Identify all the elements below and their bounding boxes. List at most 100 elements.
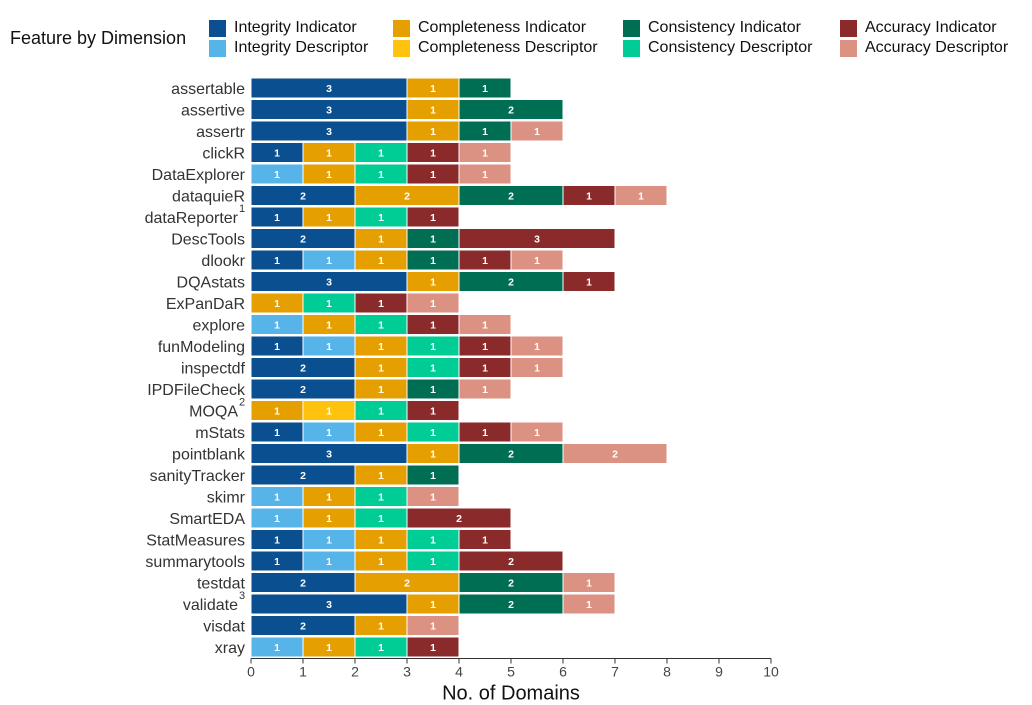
bar-segment	[458, 142, 512, 163]
bar-segment	[458, 99, 564, 120]
data-label: 1	[430, 599, 436, 611]
data-label: 2	[300, 363, 306, 375]
data-label: 2	[300, 578, 306, 590]
data-label: 1	[430, 320, 436, 332]
data-label: 1	[274, 492, 280, 504]
category-label: inspectdf	[181, 361, 246, 378]
data-label: 1	[378, 642, 384, 654]
data-label: 1	[378, 492, 384, 504]
category-label: DescTools	[171, 232, 245, 249]
data-label: 1	[326, 320, 332, 332]
category-footnote: 1	[239, 203, 245, 215]
data-label: 2	[508, 191, 514, 203]
data-label: 1	[378, 212, 384, 224]
data-label: 1	[482, 255, 488, 267]
data-label: 1	[326, 492, 332, 504]
legend-swatch	[840, 19, 857, 37]
data-label: 2	[300, 191, 306, 203]
category-label: dlookr	[201, 253, 245, 270]
x-tick-label: 10	[763, 664, 779, 680]
data-label: 1	[430, 449, 436, 461]
data-label: 1	[482, 535, 488, 547]
data-label: 1	[482, 384, 488, 396]
category-label: DataExplorer	[152, 167, 246, 184]
x-tick-label: 1	[299, 664, 307, 680]
bar-segment	[510, 357, 564, 378]
data-label: 1	[482, 320, 488, 332]
data-label: 1	[326, 406, 332, 418]
bar-segment	[458, 163, 512, 185]
data-label: 1	[326, 513, 332, 525]
legend-label: Completeness Descriptor	[418, 39, 598, 56]
data-label: 1	[378, 427, 384, 439]
category-label: assertable	[171, 81, 245, 98]
data-label: 1	[326, 148, 332, 160]
data-label: 1	[326, 341, 332, 353]
data-label: 1	[326, 427, 332, 439]
data-label: 1	[326, 556, 332, 568]
x-tick-label: 8	[663, 664, 671, 680]
data-label: 1	[326, 212, 332, 224]
category-footnote: 2	[239, 397, 245, 409]
category-label: testdat	[197, 576, 246, 593]
x-tick-label: 6	[559, 664, 567, 680]
bar-segment	[458, 529, 512, 550]
data-label: 1	[482, 363, 488, 375]
data-label: 1	[274, 535, 280, 547]
data-label: 1	[430, 234, 436, 246]
bar-segment	[406, 636, 460, 658]
x-tick-label: 5	[507, 664, 515, 680]
bar-segment	[458, 314, 512, 335]
category-label: IPDFileCheck	[147, 382, 246, 399]
data-label: 1	[430, 384, 436, 396]
bar-segment	[458, 550, 564, 572]
data-label: 2	[508, 449, 514, 461]
data-label: 1	[430, 341, 436, 353]
data-label: 1	[534, 363, 540, 375]
bar-segment	[562, 271, 616, 292]
x-tick-label: 3	[403, 664, 411, 680]
data-label: 1	[430, 535, 436, 547]
data-label: 1	[326, 255, 332, 267]
data-label: 1	[482, 341, 488, 353]
data-label: 1	[430, 621, 436, 633]
data-label: 1	[430, 298, 436, 310]
bar-segment	[406, 615, 460, 636]
category-label: clickR	[202, 146, 245, 163]
bar-segment	[406, 400, 460, 421]
data-label: 1	[378, 470, 384, 482]
data-label: 1	[274, 513, 280, 525]
data-label: 3	[326, 277, 332, 289]
legend-label: Integrity Indicator	[234, 19, 357, 36]
category-label: ExPanDaR	[166, 296, 245, 313]
category-label: mStats	[195, 425, 245, 442]
data-label: 2	[508, 277, 514, 289]
data-label: 1	[534, 341, 540, 353]
data-label: 1	[430, 126, 436, 138]
category-label: dataReporter	[145, 210, 239, 227]
data-label: 1	[482, 148, 488, 160]
legend-label: Consistency Descriptor	[648, 39, 813, 56]
category-label: DQAstats	[177, 275, 245, 292]
data-label: 2	[300, 621, 306, 633]
data-label: 3	[326, 449, 332, 461]
data-label: 1	[274, 298, 280, 310]
category-label: visdat	[203, 619, 245, 636]
category-label: dataquieR	[172, 189, 245, 206]
data-label: 1	[430, 83, 436, 95]
x-axis-label: No. of Domains	[442, 683, 580, 705]
data-label: 2	[300, 234, 306, 246]
data-label: 3	[326, 83, 332, 95]
data-label: 1	[430, 406, 436, 418]
data-label: 1	[274, 169, 280, 181]
legend-swatch	[623, 19, 640, 37]
legend-label: Accuracy Descriptor	[865, 39, 1009, 56]
category-label: assertr	[196, 124, 246, 141]
legend-item-si: Consistency Indicator	[623, 18, 801, 38]
legend-label: Consistency Indicator	[648, 19, 801, 36]
data-label: 1	[274, 556, 280, 568]
data-label: 1	[430, 255, 436, 267]
data-label: 3	[534, 234, 540, 246]
data-label: 1	[274, 642, 280, 654]
data-label: 1	[430, 492, 436, 504]
